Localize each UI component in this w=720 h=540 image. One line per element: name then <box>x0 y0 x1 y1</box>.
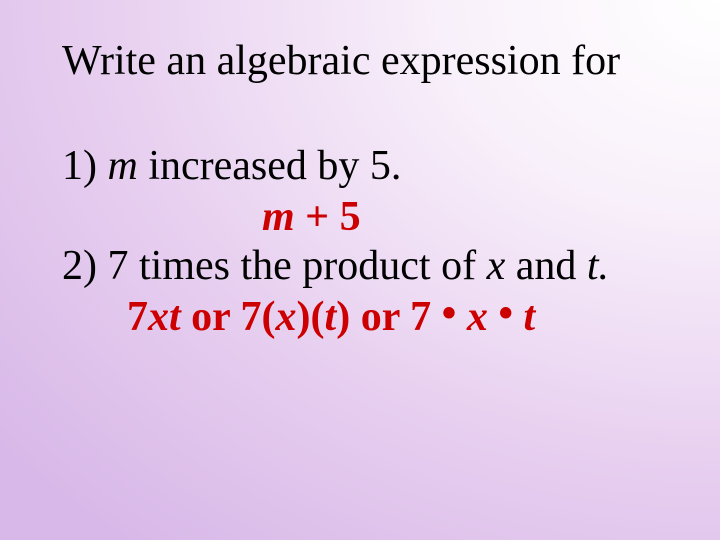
a2-space-1 <box>456 294 467 340</box>
q2-variable-x: x <box>487 243 506 289</box>
question-1: 1) m increased by 5. <box>62 142 680 192</box>
a2-xt: xt <box>148 294 181 340</box>
a2-space-2 <box>488 294 499 340</box>
question-2: 2) 7 times the product of x and t. <box>62 242 680 292</box>
a2-space-3 <box>513 294 524 340</box>
multiply-dot-icon: • <box>498 291 513 337</box>
a2-x-paren: x <box>276 294 297 340</box>
a2-x-dot: x <box>467 294 488 340</box>
a2-t-dot: t <box>524 294 536 340</box>
q1-variable-m: m <box>108 143 138 189</box>
q2-prefix: 2) 7 times the product of <box>62 243 487 289</box>
slide: Write an algebraic expression for 1) m i… <box>0 0 720 540</box>
q2-variable-t: t. <box>587 243 609 289</box>
answer-1: m + 5 <box>62 192 680 242</box>
a1-rest: + 5 <box>295 194 361 240</box>
a2-paren-end: ) <box>336 294 350 340</box>
q1-text: increased by 5. <box>138 143 402 189</box>
a2-seven-1: 7 <box>127 294 148 340</box>
a2-t-paren: t <box>325 294 337 340</box>
a2-or-2: or 7 <box>350 294 441 340</box>
q2-mid: and <box>505 243 587 289</box>
multiply-dot-icon: • <box>442 291 457 337</box>
answer-2: 7xt or 7(x)(t) or 7 • x • t <box>62 292 680 342</box>
slide-title: Write an algebraic expression for <box>62 38 680 84</box>
q1-number: 1) <box>62 143 108 189</box>
a1-variable-m: m <box>262 194 295 240</box>
a2-paren-mid: )( <box>297 294 325 340</box>
a2-or-1: or 7( <box>181 294 276 340</box>
